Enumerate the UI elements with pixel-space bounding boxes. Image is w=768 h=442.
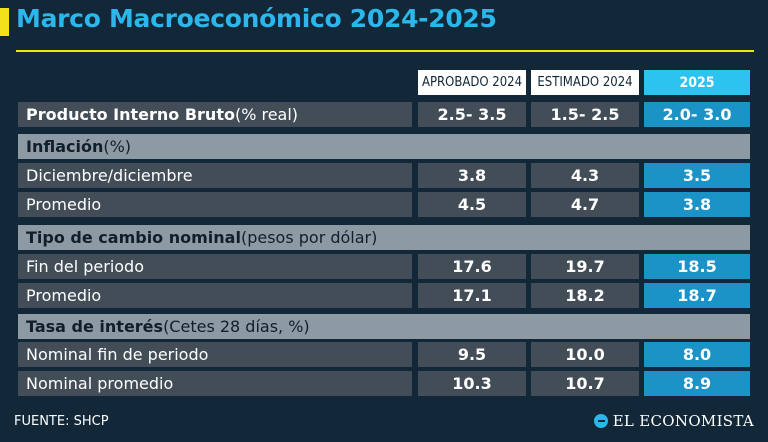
cell-tasa-fin-estimado: 10.0 [531,342,639,367]
cell-pib-estimado: 1.5- 2.5 [531,102,639,127]
row-label-inflacion-promedio: Promedio [18,192,412,217]
page-title: Marco Macroeconómico 2024-2025 [16,4,497,33]
column-header-2025: 2025 [644,70,750,95]
row-label-tasa-fin: Nominal fin de periodo [18,342,412,367]
cell-tipo-cambio-fin-estimado: 19.7 [531,254,639,279]
source-note: FUENTE: SHCP [14,414,109,429]
row-label-tipo-cambio-promedio: Promedio [18,283,412,308]
column-header-aprobado-2024: APROBADO 2024 [418,70,526,95]
row-label-inflacion-diciembre: Diciembre/diciembre [18,163,412,188]
cell-tasa-promedio-aprobado: 10.3 [418,371,526,396]
cell-tipo-cambio-promedio-aprobado: 17.1 [418,283,526,308]
cell-tasa-promedio-2025: 8.9 [644,371,750,396]
cell-tipo-cambio-promedio-estimado: 18.2 [531,283,639,308]
row-label-pib: Producto Interno Bruto (% real) [18,102,412,127]
title-accent-bar [0,8,9,36]
cell-inflacion-diciembre-aprobado: 3.8 [418,163,526,188]
cell-tasa-promedio-estimado: 10.7 [531,371,639,396]
cell-tipo-cambio-fin-2025: 18.5 [644,254,750,279]
brand-logo: EL ECONOMISTA [593,412,754,430]
cell-tipo-cambio-promedio-2025: 18.7 [644,283,750,308]
el-economista-icon [593,414,608,428]
cell-pib-aprobado: 2.5- 3.5 [418,102,526,127]
cell-inflacion-promedio-aprobado: 4.5 [418,192,526,217]
cell-tipo-cambio-fin-aprobado: 17.6 [418,254,526,279]
cell-pib-2025: 2.0- 3.0 [644,102,750,127]
section-header-tipo-cambio: Tipo de cambio nominal (pesos por dólar) [18,225,750,250]
cell-inflacion-promedio-estimado: 4.7 [531,192,639,217]
cell-inflacion-diciembre-2025: 3.5 [644,163,750,188]
cell-inflacion-diciembre-estimado: 4.3 [531,163,639,188]
column-header-estimado-2024: ESTIMADO 2024 [531,70,639,95]
cell-tasa-fin-aprobado: 9.5 [418,342,526,367]
section-header-tasa-interes: Tasa de interés (Cetes 28 días, %) [18,314,750,339]
row-label-tipo-cambio-fin: Fin del periodo [18,254,412,279]
title-divider [16,50,754,52]
cell-tasa-fin-2025: 8.0 [644,342,750,367]
section-header-inflacion: Inflación (%) [18,134,750,159]
brand-name: EL ECONOMISTA [612,412,754,430]
row-label-tasa-promedio: Nominal promedio [18,371,412,396]
cell-inflacion-promedio-2025: 3.8 [644,192,750,217]
